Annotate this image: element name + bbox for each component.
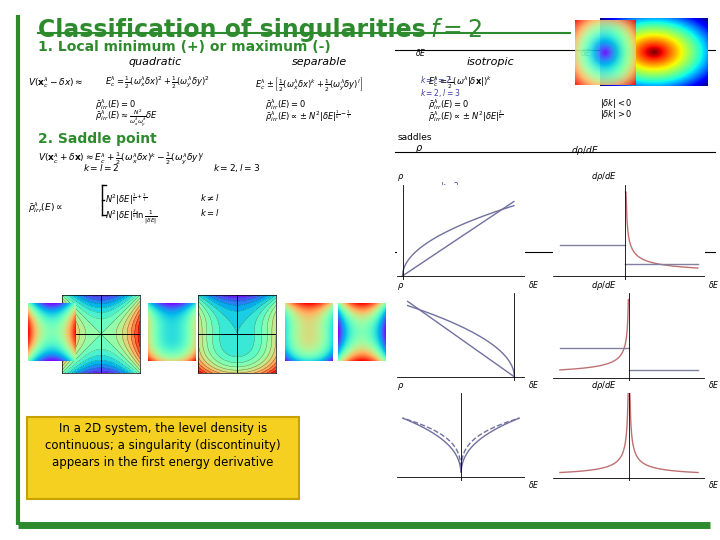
Text: $k \neq l$: $k \neq l$	[200, 192, 220, 203]
Text: $d\rho/dE$: $d\rho/dE$	[591, 279, 617, 292]
Text: $\rho$: $\rho$	[397, 281, 404, 292]
Text: $\delta E$: $\delta E$	[708, 379, 719, 390]
Text: $d\rho/dE$: $d\rho/dE$	[571, 352, 599, 365]
FancyBboxPatch shape	[27, 417, 299, 499]
Text: $k = 4$: $k = 4$	[440, 192, 460, 203]
Text: $\delta E$: $\delta E$	[580, 47, 591, 58]
Text: $k=l=2$: $k=l=2$	[420, 74, 451, 85]
Text: $N^2 |\delta E|^{\frac{1}{k}+\frac{1}{l}}$: $N^2 |\delta E|^{\frac{1}{k}+\frac{1}{l}…	[105, 192, 147, 207]
Text: isotropic: isotropic	[398, 340, 437, 349]
Text: $\delta E$: $\delta E$	[528, 279, 539, 289]
Text: In a 2D system, the level density is
continuous; a singularity (discontinuity)
a: In a 2D system, the level density is con…	[45, 422, 281, 469]
Text: maximum: maximum	[398, 222, 444, 231]
Text: $\rho$: $\rho$	[415, 350, 423, 362]
Text: $k=2, l=3$: $k=2, l=3$	[420, 87, 460, 99]
Text: $k = 2$ (break): $k = 2$ (break)	[451, 340, 501, 352]
Text: $|\delta k| < 0$: $|\delta k| < 0$	[600, 97, 633, 110]
Text: $N^2 |\delta E|^{\frac{2}{k}} \ln \frac{1}{|\delta E|}$: $N^2 |\delta E|^{\frac{2}{k}} \ln \frac{…	[105, 207, 158, 226]
Text: $\delta E$: $\delta E$	[708, 279, 719, 289]
Text: $\bar{\rho}_{irr}^\lambda(E) = 0$: $\bar{\rho}_{irr}^\lambda(E) = 0$	[265, 97, 306, 112]
Text: isotropic: isotropic	[398, 233, 437, 242]
Text: $\bar{\rho}_{irr}^\lambda(E) \propto \pm N^2 |\delta E|^{\frac{1}{k}-\frac{1}{l}: $\bar{\rho}_{irr}^\lambda(E) \propto \pm…	[265, 108, 351, 124]
Text: $\delta E$: $\delta E$	[708, 479, 719, 490]
Text: 2. Saddle point: 2. Saddle point	[38, 132, 157, 146]
Text: $\rho$: $\rho$	[415, 143, 423, 155]
Text: Classification of singularities: Classification of singularities	[38, 18, 434, 42]
Text: $\rho$: $\rho$	[397, 381, 404, 392]
Text: $\delta E$: $\delta E$	[415, 47, 426, 58]
Text: $\bar{\rho}_{irr}^\lambda(E) \propto \pm N^2 |\delta E|^{\frac{2}{k}}$: $\bar{\rho}_{irr}^\lambda(E) \propto \pm…	[428, 108, 503, 124]
Text: $\delta E$: $\delta E$	[528, 479, 539, 490]
Text: $k = l = 2$: $k = l = 2$	[83, 162, 120, 173]
Text: $\bar{\rho}_{irr}^\lambda(E) = 0$: $\bar{\rho}_{irr}^\lambda(E) = 0$	[428, 97, 469, 112]
Text: $\bar{\rho}^\lambda_{irr}(E) \propto$: $\bar{\rho}^\lambda_{irr}(E) \propto$	[28, 200, 63, 215]
Text: $d\rho/dE$: $d\rho/dE$	[591, 379, 617, 392]
Text: $k = 2, l = 3$: $k = 2, l = 3$	[213, 162, 261, 174]
Text: saddles: saddles	[398, 133, 433, 142]
Text: $k = 2$: $k = 2$	[440, 180, 460, 191]
Text: $E_c^\lambda = \frac{1}{2}(\omega_x^\lambda \delta x)^2 + \frac{1}{2}(\omega_y^\: $E_c^\lambda = \frac{1}{2}(\omega_x^\lam…	[105, 75, 210, 91]
Text: $\bar{\rho}_{irr}^\lambda(E) \approx \frac{N^2}{\omega_x^\lambda \omega_y^\lambd: $\bar{\rho}_{irr}^\lambda(E) \approx \fr…	[95, 108, 158, 129]
Text: separable: separable	[292, 57, 348, 67]
Text: $V(\mathbf{x}_c^\lambda - \delta x) \approx$: $V(\mathbf{x}_c^\lambda - \delta x) \app…	[28, 75, 84, 90]
Text: $\rho$: $\rho$	[415, 243, 423, 255]
Text: $\delta E$: $\delta E$	[528, 379, 539, 390]
Text: $k = 4$: $k = 4$	[487, 327, 507, 338]
Text: $\bar{\rho}_{irr}^\lambda(E) = 0$: $\bar{\rho}_{irr}^\lambda(E) = 0$	[95, 97, 136, 112]
Text: $\rho$: $\rho$	[397, 172, 404, 183]
Text: $|\delta k| > 0$: $|\delta k| > 0$	[600, 108, 633, 121]
Text: $V(\mathbf{x}_c^\lambda + \delta \mathbf{x}) \approx E_c^\lambda+ \frac{1}{2}(\o: $V(\mathbf{x}_c^\lambda + \delta \mathbf…	[38, 150, 204, 167]
Text: isotropic: isotropic	[466, 57, 514, 67]
Text: $d\rho/dE$: $d\rho/dE$	[571, 144, 599, 157]
Text: quadratic: quadratic	[128, 57, 181, 67]
Text: $k = l$: $k = l$	[200, 207, 220, 218]
Text: $d\rho/dE$: $d\rho/dE$	[571, 244, 599, 257]
Text: $d\rho/dE$: $d\rho/dE$	[591, 170, 617, 183]
Text: 1. Local minimum (+) or maximum (-): 1. Local minimum (+) or maximum (-)	[38, 40, 330, 54]
Text: $f = 2$: $f = 2$	[430, 18, 482, 42]
Text: $E_c^\lambda = \frac{1}{2}(\omega^\lambda |\delta \mathbf{x}|)^k$: $E_c^\lambda = \frac{1}{2}(\omega^\lambd…	[428, 75, 492, 91]
Text: $E_c^\lambda \pm \left[\frac{1}{2}(\omega_x^\lambda \delta x)^k + \frac{1}{2}(\o: $E_c^\lambda \pm \left[\frac{1}{2}(\omeg…	[255, 75, 363, 93]
Text: minimum: minimum	[398, 329, 441, 338]
